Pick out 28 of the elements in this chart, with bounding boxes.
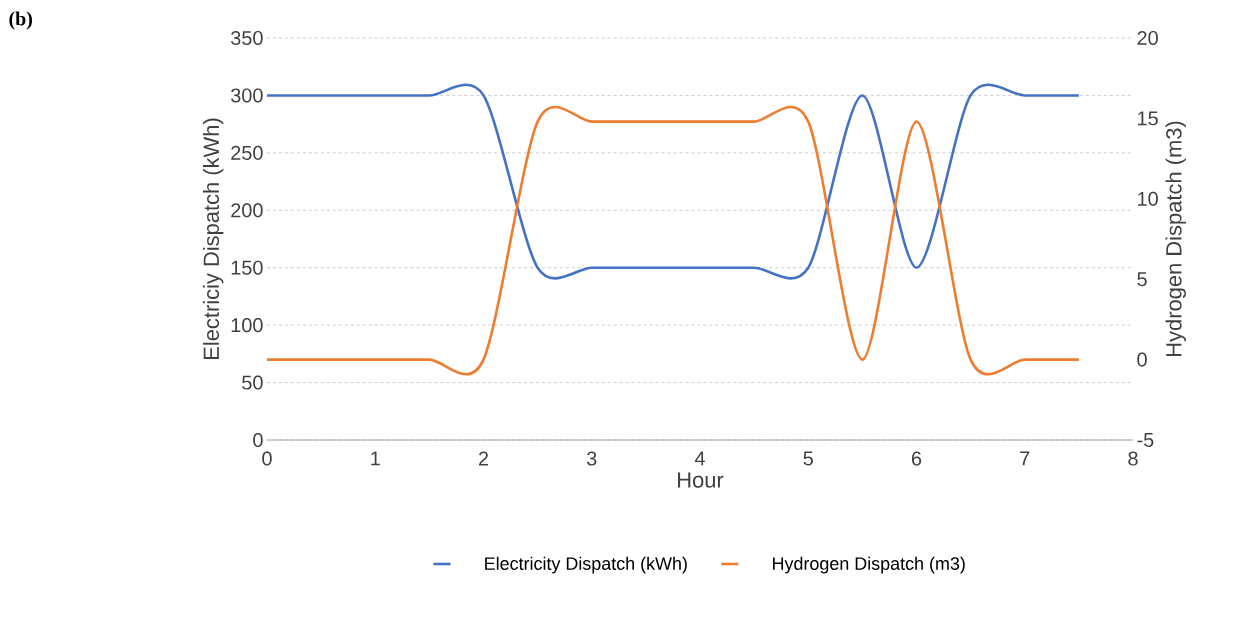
- legend-label: Hydrogen Dispatch (m3): [773, 556, 965, 574]
- y-tick-label: 150: [231, 260, 263, 275]
- x-tick-label: 2: [478, 451, 489, 466]
- text: (b): [9, 11, 32, 30]
- legend-label: Electricity Dispatch (kWh): [485, 556, 687, 574]
- y2-tick-label: 10: [1138, 191, 1158, 206]
- y2-tick-label: 15: [1138, 111, 1158, 126]
- x-tick-label: 4: [694, 451, 705, 466]
- y-tick-label: 100: [231, 318, 263, 333]
- y-tick-label: 350: [231, 30, 263, 46]
- y-tick-label: 300: [231, 88, 263, 103]
- y-tick-label: 250: [231, 145, 263, 160]
- y-tick-label: 50: [242, 375, 263, 390]
- x-tick-label: 8: [1128, 451, 1138, 466]
- x-tick-label: 6: [911, 451, 922, 466]
- y-tick-label: 200: [231, 203, 263, 218]
- y-axis-title: Electriciy Dispatch (kWh): [202, 118, 224, 359]
- y2-tick-label: 20: [1137, 30, 1158, 46]
- y2-tick-label: 0: [1137, 352, 1147, 367]
- y-tick-label: 0: [253, 432, 263, 448]
- y2-tick-label: -5: [1137, 433, 1154, 447]
- y2-axis-title: Hydrogen Dispatch (m3): [1165, 121, 1186, 356]
- x-tick-label: 1: [371, 451, 380, 466]
- x-tick-label: 7: [1020, 451, 1030, 466]
- y2-tick-label: 5: [1137, 272, 1147, 287]
- x-tick-label: 3: [586, 451, 597, 466]
- x-axis-title: Hour: [678, 472, 724, 488]
- x-tick-label: 5: [803, 451, 813, 466]
